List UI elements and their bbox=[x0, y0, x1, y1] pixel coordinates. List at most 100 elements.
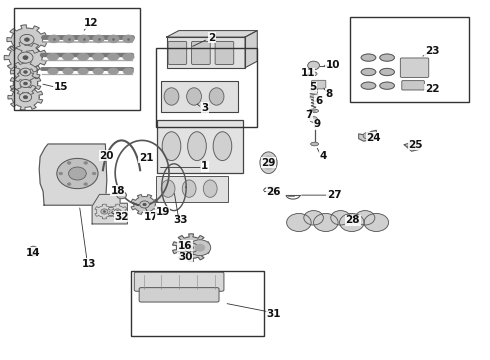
Circle shape bbox=[304, 211, 323, 225]
Circle shape bbox=[24, 96, 27, 99]
Ellipse shape bbox=[182, 180, 196, 197]
Text: 15: 15 bbox=[54, 82, 69, 92]
Text: 2: 2 bbox=[208, 33, 215, 43]
Ellipse shape bbox=[380, 54, 394, 61]
FancyBboxPatch shape bbox=[400, 58, 429, 77]
Ellipse shape bbox=[203, 180, 217, 197]
Polygon shape bbox=[8, 84, 43, 110]
Ellipse shape bbox=[312, 110, 316, 112]
Text: 4: 4 bbox=[319, 150, 327, 161]
Ellipse shape bbox=[380, 82, 394, 89]
Circle shape bbox=[355, 211, 375, 225]
Polygon shape bbox=[108, 204, 127, 219]
Bar bbox=[156, 176, 228, 202]
Polygon shape bbox=[404, 141, 420, 151]
Polygon shape bbox=[4, 42, 47, 73]
FancyBboxPatch shape bbox=[402, 81, 424, 90]
Ellipse shape bbox=[63, 54, 74, 60]
Circle shape bbox=[20, 35, 34, 45]
Ellipse shape bbox=[78, 35, 89, 42]
FancyBboxPatch shape bbox=[215, 41, 234, 64]
Text: 10: 10 bbox=[326, 60, 341, 70]
Polygon shape bbox=[131, 195, 158, 214]
Text: 29: 29 bbox=[261, 158, 276, 168]
Circle shape bbox=[310, 117, 318, 122]
Text: 32: 32 bbox=[114, 212, 129, 222]
Text: 22: 22 bbox=[425, 84, 440, 94]
Ellipse shape bbox=[31, 249, 35, 253]
Ellipse shape bbox=[264, 156, 273, 170]
Ellipse shape bbox=[49, 35, 59, 42]
Circle shape bbox=[287, 213, 311, 231]
Circle shape bbox=[92, 172, 96, 175]
Text: 13: 13 bbox=[82, 258, 97, 269]
Ellipse shape bbox=[161, 180, 175, 197]
Bar bbox=[131, 271, 264, 336]
Bar bbox=[157, 120, 243, 173]
Ellipse shape bbox=[93, 35, 104, 42]
Text: 20: 20 bbox=[99, 150, 114, 161]
Ellipse shape bbox=[123, 54, 134, 60]
Circle shape bbox=[67, 162, 71, 165]
Text: 18: 18 bbox=[110, 186, 125, 196]
Polygon shape bbox=[7, 25, 47, 54]
Ellipse shape bbox=[311, 142, 319, 146]
Circle shape bbox=[101, 209, 108, 214]
Circle shape bbox=[184, 243, 198, 253]
Ellipse shape bbox=[123, 68, 133, 74]
Circle shape bbox=[19, 93, 32, 102]
Text: 16: 16 bbox=[178, 240, 193, 251]
FancyBboxPatch shape bbox=[192, 41, 210, 64]
Ellipse shape bbox=[188, 132, 206, 161]
Circle shape bbox=[143, 203, 146, 206]
Text: 1: 1 bbox=[201, 161, 208, 171]
Text: 8: 8 bbox=[326, 89, 333, 99]
Polygon shape bbox=[92, 194, 127, 224]
Text: 24: 24 bbox=[366, 132, 381, 143]
Ellipse shape bbox=[380, 68, 394, 76]
Bar bbox=[156, 48, 257, 127]
Ellipse shape bbox=[187, 88, 201, 105]
Bar bbox=[167, 37, 245, 68]
Circle shape bbox=[114, 209, 121, 214]
Ellipse shape bbox=[93, 54, 103, 60]
Circle shape bbox=[20, 68, 31, 76]
Ellipse shape bbox=[213, 132, 232, 161]
Ellipse shape bbox=[123, 35, 134, 42]
Text: 12: 12 bbox=[83, 18, 98, 28]
Text: 17: 17 bbox=[144, 212, 158, 222]
FancyBboxPatch shape bbox=[134, 272, 224, 291]
Circle shape bbox=[59, 172, 63, 175]
Ellipse shape bbox=[108, 54, 119, 60]
Circle shape bbox=[308, 61, 319, 70]
FancyBboxPatch shape bbox=[139, 288, 219, 302]
Circle shape bbox=[189, 240, 211, 256]
Circle shape bbox=[23, 56, 28, 59]
Ellipse shape bbox=[361, 68, 376, 76]
Circle shape bbox=[363, 132, 372, 139]
Text: 21: 21 bbox=[139, 153, 153, 163]
Ellipse shape bbox=[28, 246, 38, 256]
Circle shape bbox=[24, 71, 27, 73]
Ellipse shape bbox=[309, 109, 318, 113]
Polygon shape bbox=[39, 144, 107, 205]
Circle shape bbox=[24, 82, 27, 85]
Circle shape bbox=[314, 213, 338, 231]
Ellipse shape bbox=[63, 68, 73, 74]
Bar bbox=[350, 17, 469, 102]
Ellipse shape bbox=[93, 68, 103, 74]
Circle shape bbox=[57, 158, 98, 189]
Ellipse shape bbox=[164, 88, 179, 105]
Ellipse shape bbox=[260, 152, 277, 174]
Ellipse shape bbox=[308, 72, 317, 76]
Text: 25: 25 bbox=[408, 140, 423, 150]
Circle shape bbox=[24, 38, 29, 41]
Circle shape bbox=[18, 52, 33, 63]
Polygon shape bbox=[245, 31, 257, 68]
Circle shape bbox=[117, 192, 126, 199]
Circle shape bbox=[67, 183, 71, 185]
Circle shape bbox=[364, 213, 389, 231]
Ellipse shape bbox=[108, 68, 118, 74]
Bar bbox=[161, 81, 238, 112]
Text: 19: 19 bbox=[155, 207, 170, 217]
